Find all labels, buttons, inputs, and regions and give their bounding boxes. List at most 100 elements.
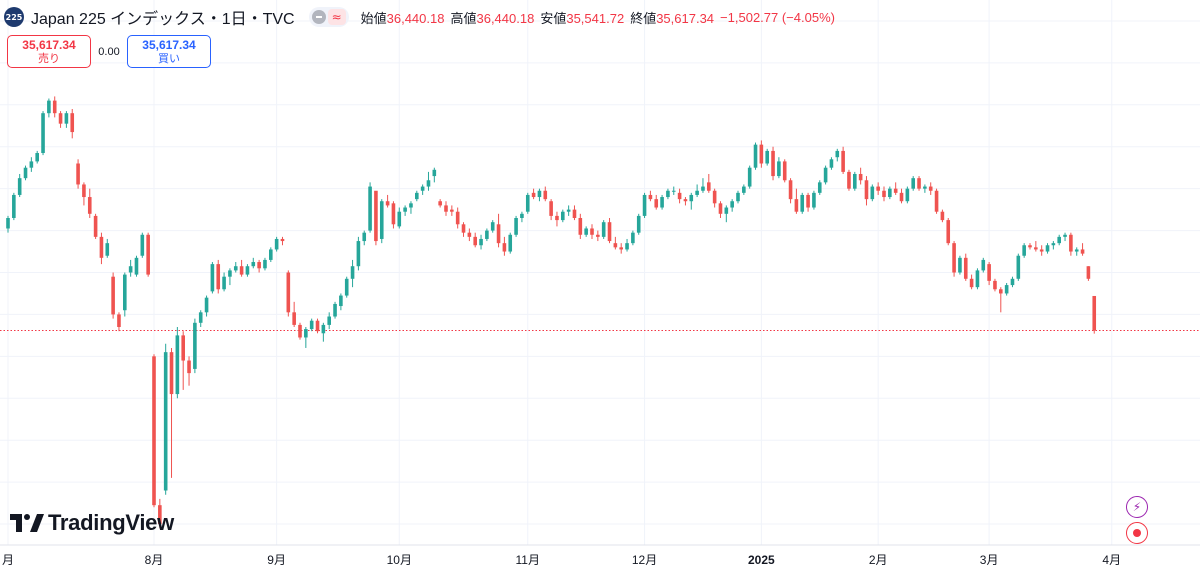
candle xyxy=(1022,243,1026,258)
candle xyxy=(269,247,273,263)
candle-body xyxy=(934,190,939,212)
status-pill[interactable]: ≈ xyxy=(308,7,349,27)
candle-body xyxy=(701,186,705,191)
candle-body xyxy=(782,161,787,181)
candle-body xyxy=(485,230,489,239)
candle xyxy=(169,347,174,478)
candle-body xyxy=(415,192,419,200)
candle-body xyxy=(123,274,127,311)
candle xyxy=(911,176,915,191)
record-icon[interactable] xyxy=(1126,522,1148,544)
candle xyxy=(292,301,296,327)
candle-body xyxy=(946,220,951,244)
candle xyxy=(841,146,845,174)
candle xyxy=(198,310,203,327)
candle xyxy=(1034,241,1038,252)
candle-body xyxy=(765,150,769,164)
candle-body xyxy=(847,171,851,189)
candle-body xyxy=(742,186,746,193)
symbol-header: 225 Japan 225 インデックス・1日・TVC ≈ 始値36,440.1… xyxy=(4,6,835,28)
candle-body xyxy=(228,270,232,277)
lightning-icon[interactable]: ⚡ xyxy=(1126,496,1148,518)
candle xyxy=(467,228,472,242)
sell-price: 35,617.34 xyxy=(22,37,76,52)
candle xyxy=(596,230,600,242)
candle-body xyxy=(607,222,612,242)
candle-body xyxy=(321,324,326,334)
candle-body xyxy=(117,314,121,327)
candle-body xyxy=(1004,285,1009,294)
candle-body xyxy=(660,197,664,208)
candle-body xyxy=(788,180,793,200)
candle-body xyxy=(619,247,623,250)
symbol-title[interactable]: Japan 225 インデックス・1日・TVC xyxy=(31,11,295,28)
symbol-badge[interactable]: 225 xyxy=(4,7,24,27)
candle xyxy=(1004,282,1009,296)
candle-body xyxy=(210,264,215,292)
candle xyxy=(1069,232,1073,256)
candle xyxy=(788,178,793,204)
candle-body xyxy=(747,167,752,187)
candle-body xyxy=(969,278,974,288)
candle-body xyxy=(274,238,279,250)
candle xyxy=(128,259,133,277)
candle-body xyxy=(204,297,209,313)
candle xyxy=(525,192,530,214)
candle xyxy=(870,184,875,202)
candle xyxy=(508,232,513,254)
candle-body xyxy=(958,257,962,273)
candle-body xyxy=(93,215,98,237)
sell-button[interactable]: 35,617.34 売り xyxy=(7,35,91,68)
candle-body xyxy=(648,194,653,200)
candle-body xyxy=(724,207,729,214)
candle xyxy=(899,188,904,204)
candle-body xyxy=(578,218,583,235)
candle xyxy=(1010,276,1015,288)
candle xyxy=(648,190,653,202)
candle xyxy=(537,188,542,202)
x-tick-label: 月 xyxy=(2,553,14,567)
candle xyxy=(304,327,308,348)
candle-body xyxy=(82,184,86,198)
candle xyxy=(450,205,454,216)
candles xyxy=(6,96,1097,529)
candle-body xyxy=(508,234,513,252)
candle xyxy=(385,194,390,208)
candle xyxy=(152,354,156,508)
candle-body xyxy=(193,322,197,369)
buy-button[interactable]: 35,617.34 買い xyxy=(127,35,211,68)
candle-body xyxy=(712,190,717,204)
tradingview-logo[interactable]: TradingView xyxy=(10,510,174,536)
candle-body xyxy=(233,266,238,271)
candle xyxy=(490,220,495,233)
candle xyxy=(631,230,635,246)
candle-body xyxy=(52,100,57,114)
candle xyxy=(216,259,221,294)
candle-body xyxy=(520,213,524,218)
candle-body xyxy=(911,178,915,189)
buy-price: 35,617.34 xyxy=(142,37,196,52)
candle-body xyxy=(952,243,956,273)
candle xyxy=(683,197,688,206)
candle-body xyxy=(695,190,699,195)
candle-body xyxy=(1045,245,1050,252)
candle-body xyxy=(882,190,886,198)
candle xyxy=(806,192,810,212)
candle xyxy=(835,148,840,162)
candle-body xyxy=(543,190,548,200)
price-change: −1,502.77 (−4.05%) xyxy=(720,9,835,25)
candle xyxy=(1039,245,1044,256)
candle xyxy=(356,236,361,271)
candle-body xyxy=(461,224,466,233)
candle-body xyxy=(736,192,740,202)
candle-body xyxy=(450,209,454,212)
candle-body xyxy=(596,234,600,237)
x-tick-label: 10月 xyxy=(387,553,412,567)
candle xyxy=(473,232,477,248)
candle xyxy=(654,194,659,210)
candle xyxy=(23,165,28,181)
x-axis: 月 8月 9月 10月 11月 12月 2025 2月 3月 4月 xyxy=(0,544,1200,567)
candle-body xyxy=(385,201,390,206)
candle xyxy=(82,182,86,206)
